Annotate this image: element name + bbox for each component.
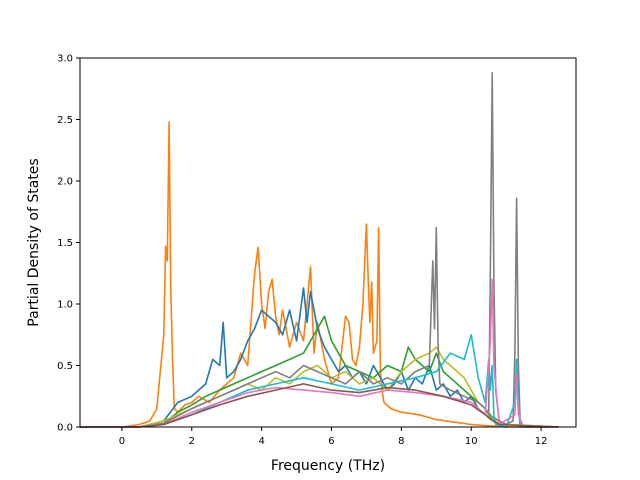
y-tick-label: 3.0 (57, 54, 73, 65)
x-tick-label: 12 (535, 436, 548, 447)
y-tick-label: 1.5 (57, 238, 73, 249)
series-line-1 (80, 287, 559, 428)
series-layer (80, 72, 559, 428)
series-line-5 (80, 333, 559, 428)
y-tick-label: 0.5 (57, 361, 73, 372)
x-axis-label: Frequency (THz) (271, 458, 385, 474)
y-axis-ticks: 0.0 0.5 1.0 1.5 2.0 2.5 3.0 (57, 54, 80, 434)
y-tick-label: 2.0 (57, 177, 73, 188)
x-axis-ticks: 0 2 4 6 8 10 12 (119, 427, 548, 447)
series-line-6 (80, 278, 559, 428)
y-axis-label: Partial Density of States (26, 158, 42, 326)
series-line-4 (80, 72, 559, 428)
x-tick-label: 6 (328, 436, 334, 447)
x-tick-label: 10 (465, 436, 478, 447)
y-tick-label: 1.0 (57, 300, 73, 311)
x-tick-label: 0 (119, 436, 125, 447)
x-tick-label: 4 (258, 436, 264, 447)
x-tick-label: 2 (189, 436, 195, 447)
x-tick-label: 8 (398, 436, 404, 447)
y-tick-label: 0.0 (57, 423, 73, 434)
series-line-7 (80, 383, 559, 428)
series-line-0 (80, 121, 559, 428)
y-tick-label: 2.5 (57, 115, 73, 126)
